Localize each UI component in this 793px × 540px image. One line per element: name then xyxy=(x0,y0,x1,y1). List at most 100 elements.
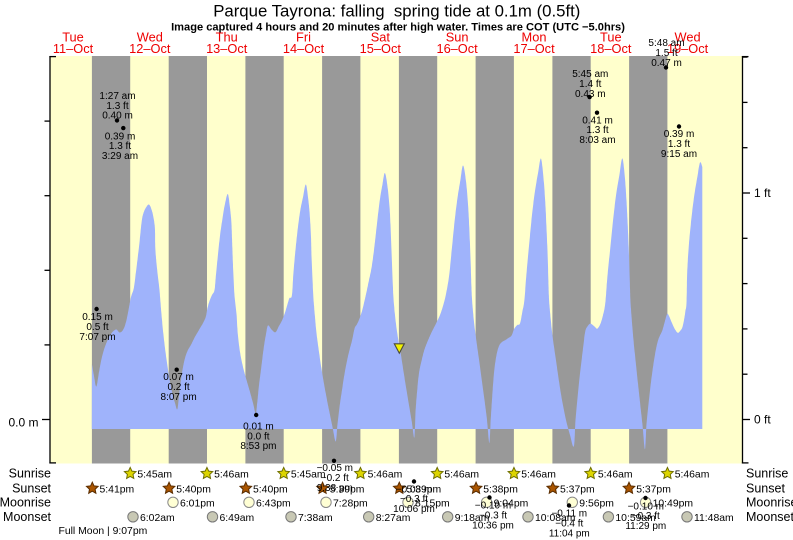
svg-text:9:38 pm: 9:38 pm xyxy=(317,483,353,494)
svg-text:0.2 ft: 0.2 ft xyxy=(167,382,189,393)
svg-text:10:36 pm: 10:36 pm xyxy=(472,520,514,531)
svg-text:0.0 ft: 0.0 ft xyxy=(247,431,269,442)
svg-text:6:49am: 6:49am xyxy=(220,513,255,524)
svg-text:0.41 m: 0.41 m xyxy=(582,115,613,126)
svg-text:5:46am: 5:46am xyxy=(214,470,249,481)
svg-text:5:45am: 5:45am xyxy=(291,470,326,481)
svg-text:15–Oct: 15–Oct xyxy=(360,41,402,56)
svg-text:5:46am: 5:46am xyxy=(521,470,556,481)
svg-text:−0.11 m: −0.11 m xyxy=(551,509,587,520)
svg-text:5:39pm: 5:39pm xyxy=(407,484,442,495)
svg-text:−0.10 m: −0.10 m xyxy=(628,501,664,512)
svg-text:10:06 pm: 10:06 pm xyxy=(393,504,435,515)
svg-text:0.39 m: 0.39 m xyxy=(105,131,136,142)
svg-text:0.43 m: 0.43 m xyxy=(575,89,606,100)
svg-text:14–Oct: 14–Oct xyxy=(283,41,325,56)
svg-text:−0.2 ft: −0.2 ft xyxy=(321,473,349,484)
svg-text:Mon: Mon xyxy=(522,30,547,45)
svg-text:8:53 pm: 8:53 pm xyxy=(240,441,276,452)
svg-text:−0.10 m: −0.10 m xyxy=(475,501,511,512)
svg-text:0 ft: 0 ft xyxy=(754,413,771,427)
svg-text:11–Oct: 11–Oct xyxy=(53,41,94,56)
svg-text:10:59am: 10:59am xyxy=(615,513,655,524)
svg-text:11:48am: 11:48am xyxy=(694,513,734,524)
svg-text:5:37pm: 5:37pm xyxy=(636,484,671,495)
svg-text:10:49pm: 10:49pm xyxy=(653,498,693,509)
svg-text:Sat: Sat xyxy=(371,30,391,45)
svg-text:Sunrise: Sunrise xyxy=(746,467,788,481)
svg-text:5:46am: 5:46am xyxy=(675,470,710,481)
svg-text:0.01 m: 0.01 m xyxy=(243,421,274,432)
svg-text:12–Oct: 12–Oct xyxy=(129,41,171,56)
svg-text:13–Oct: 13–Oct xyxy=(206,41,248,56)
svg-text:Tue: Tue xyxy=(600,30,622,45)
svg-text:8:15pm: 8:15pm xyxy=(415,498,450,509)
svg-text:−0.4 ft: −0.4 ft xyxy=(555,518,583,529)
svg-text:Moonset: Moonset xyxy=(3,510,51,524)
svg-text:9:18am: 9:18am xyxy=(455,513,490,524)
svg-text:1:27 am: 1:27 am xyxy=(99,91,135,102)
svg-text:1.3 ft: 1.3 ft xyxy=(586,125,608,136)
svg-text:−0.3 ft: −0.3 ft xyxy=(400,494,428,505)
svg-text:Thu: Thu xyxy=(216,30,238,45)
svg-text:5:45am: 5:45am xyxy=(137,470,172,481)
svg-text:7:07 pm: 7:07 pm xyxy=(79,332,115,343)
svg-text:7:38am: 7:38am xyxy=(298,513,333,524)
svg-text:1.3 ft: 1.3 ft xyxy=(668,139,690,150)
svg-text:5:40pm: 5:40pm xyxy=(176,484,211,495)
svg-text:Sunrise: Sunrise xyxy=(9,467,51,481)
svg-text:1.3 ft: 1.3 ft xyxy=(106,101,128,112)
svg-text:Sunset: Sunset xyxy=(12,481,51,495)
svg-text:1.5 ft: 1.5 ft xyxy=(655,48,677,59)
svg-text:0.0 m: 0.0 m xyxy=(8,416,38,430)
svg-text:0.5 ft: 0.5 ft xyxy=(86,322,108,333)
svg-text:19–Oct: 19–Oct xyxy=(667,41,709,56)
svg-text:5:38pm: 5:38pm xyxy=(483,484,518,495)
svg-text:18–Oct: 18–Oct xyxy=(590,41,632,56)
svg-text:17–Oct: 17–Oct xyxy=(513,41,555,56)
svg-text:0.40 m: 0.40 m xyxy=(102,111,133,122)
svg-text:−0.05 m: −0.05 m xyxy=(317,463,353,474)
svg-text:3:29 am: 3:29 am xyxy=(102,151,138,162)
svg-text:10:08am: 10:08am xyxy=(535,513,575,524)
svg-text:5:48 am: 5:48 am xyxy=(648,38,684,49)
svg-text:−0.3 ft: −0.3 ft xyxy=(632,511,660,522)
svg-text:Wed: Wed xyxy=(675,30,701,45)
svg-text:Parque Tayrona: falling sprin: Parque Tayrona: falling spring tide at 0… xyxy=(213,1,580,20)
svg-text:Wed: Wed xyxy=(137,30,163,45)
svg-text:8:03 am: 8:03 am xyxy=(579,135,615,146)
svg-text:5:39pm: 5:39pm xyxy=(330,484,365,495)
svg-text:Moonset: Moonset xyxy=(746,510,793,524)
svg-text:16–Oct: 16–Oct xyxy=(436,41,478,56)
svg-text:1.4 ft: 1.4 ft xyxy=(579,79,601,90)
svg-text:Sun: Sun xyxy=(446,30,469,45)
svg-text:Moonrise: Moonrise xyxy=(0,495,51,509)
svg-text:11:04 pm: 11:04 pm xyxy=(549,528,590,539)
svg-text:5:46am: 5:46am xyxy=(598,470,633,481)
svg-text:5:45 am: 5:45 am xyxy=(572,69,608,80)
svg-text:0.15 m: 0.15 m xyxy=(82,312,113,323)
svg-text:Tue: Tue xyxy=(62,30,84,45)
svg-text:0.47 m: 0.47 m xyxy=(651,58,682,69)
svg-text:6:02am: 6:02am xyxy=(140,513,175,524)
svg-text:7:28pm: 7:28pm xyxy=(333,498,368,509)
svg-text:−0.3 ft: −0.3 ft xyxy=(479,510,507,521)
svg-text:Sunset: Sunset xyxy=(746,481,785,495)
svg-text:6:01pm: 6:01pm xyxy=(180,498,215,509)
svg-text:5:46am: 5:46am xyxy=(444,470,479,481)
svg-text:Full Moon | 9:07pm: Full Moon | 9:07pm xyxy=(59,526,148,537)
svg-text:5:46am: 5:46am xyxy=(368,470,403,481)
svg-text:9:15 am: 9:15 am xyxy=(661,149,697,160)
svg-text:5:40pm: 5:40pm xyxy=(253,484,288,495)
svg-text:11:29 pm: 11:29 pm xyxy=(625,521,666,532)
svg-text:9:56pm: 9:56pm xyxy=(579,498,614,509)
svg-text:Fri: Fri xyxy=(296,30,311,45)
svg-text:8:27am: 8:27am xyxy=(376,513,411,524)
svg-text:5:37pm: 5:37pm xyxy=(560,484,595,495)
svg-text:0.07 m: 0.07 m xyxy=(163,372,194,383)
svg-text:Image captured 4 hours and 20: Image captured 4 hours and 20 minutes af… xyxy=(171,21,625,33)
svg-text:0.39 m: 0.39 m xyxy=(664,129,695,140)
svg-text:9:04pm: 9:04pm xyxy=(494,498,529,509)
svg-text:1.3 ft: 1.3 ft xyxy=(109,141,131,152)
svg-text:−0.08 m: −0.08 m xyxy=(396,484,432,495)
